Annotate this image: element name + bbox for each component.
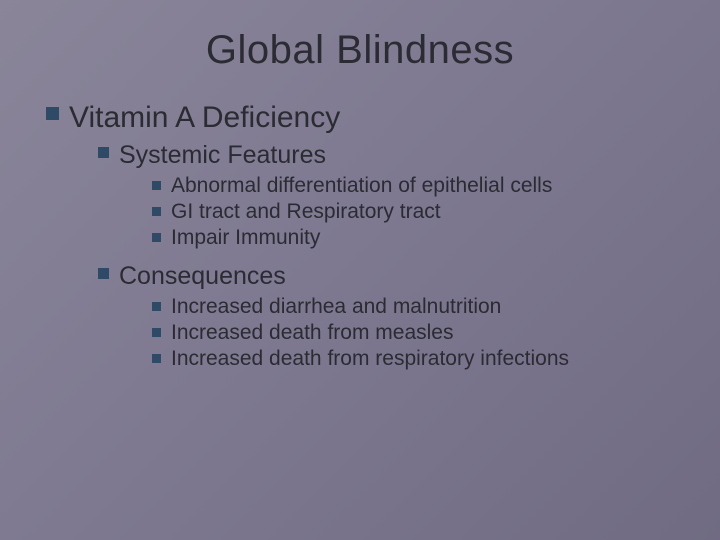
list-item-label: Systemic Features: [119, 141, 326, 170]
list-item: Consequences: [98, 262, 680, 291]
bullet-icon: [152, 181, 161, 190]
list-item-label: Impair Immunity: [171, 226, 320, 250]
list-item-label: Increased death from respiratory infecti…: [171, 347, 569, 371]
list-item-label: Consequences: [119, 262, 286, 291]
list-item: Impair Immunity: [152, 226, 680, 250]
list-item: Increased death from respiratory infecti…: [152, 347, 680, 371]
bullet-icon: [152, 302, 161, 311]
list-item-label: GI tract and Respiratory tract: [171, 200, 441, 224]
list-item: Increased diarrhea and malnutrition: [152, 295, 680, 319]
list-item-label: Increased death from measles: [171, 321, 453, 345]
list-item: Abnormal differentiation of epithelial c…: [152, 174, 680, 198]
list-item: Vitamin A Deficiency: [46, 101, 680, 135]
list-item-label: Increased diarrhea and malnutrition: [171, 295, 501, 319]
list-item-label: Abnormal differentiation of epithelial c…: [171, 174, 552, 198]
list-item: Systemic Features: [98, 141, 680, 170]
slide: Global Blindness Vitamin A Deficiency Sy…: [0, 0, 720, 540]
slide-title: Global Blindness: [40, 28, 680, 73]
spacer: [40, 252, 680, 260]
bullet-icon: [46, 107, 59, 120]
list-item: GI tract and Respiratory tract: [152, 200, 680, 224]
bullet-icon: [152, 328, 161, 337]
bullet-icon: [152, 207, 161, 216]
bullet-icon: [98, 268, 109, 279]
bullet-icon: [98, 147, 109, 158]
bullet-icon: [152, 233, 161, 242]
list-item-label: Vitamin A Deficiency: [69, 101, 340, 135]
bullet-icon: [152, 354, 161, 363]
list-item: Increased death from measles: [152, 321, 680, 345]
